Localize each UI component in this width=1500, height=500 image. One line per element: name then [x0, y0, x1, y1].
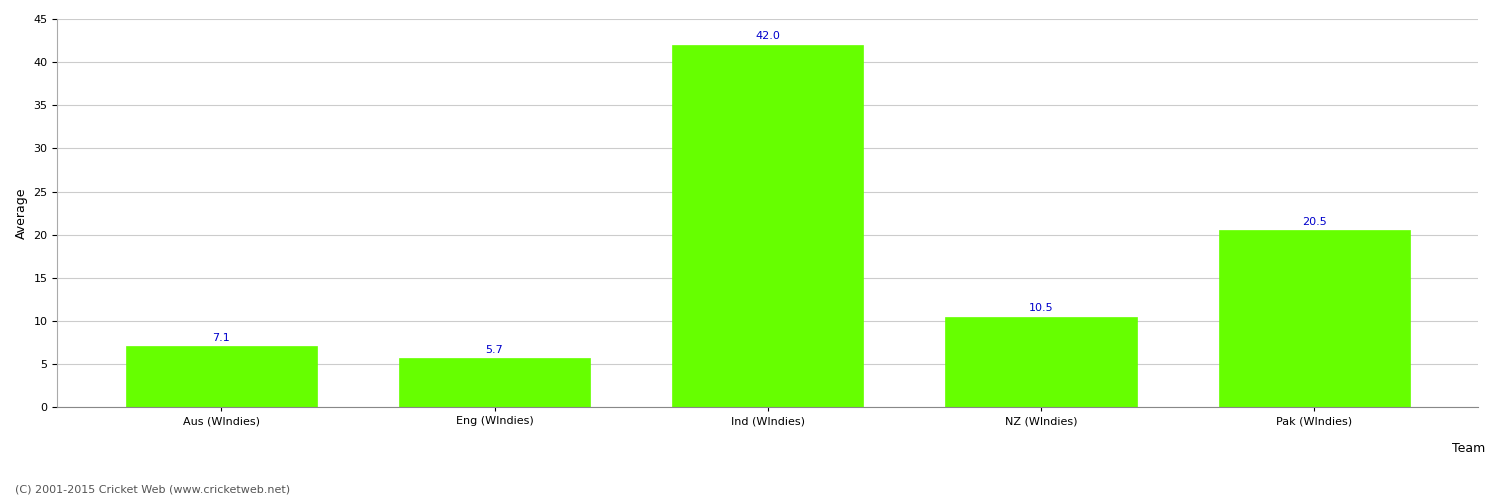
Bar	[1218, 230, 1410, 408]
Text: (C) 2001-2015 Cricket Web (www.cricketweb.net): (C) 2001-2015 Cricket Web (www.cricketwe…	[15, 485, 290, 495]
Text: 7.1: 7.1	[213, 332, 230, 342]
Y-axis label: Average: Average	[15, 188, 28, 239]
Bar	[126, 346, 316, 408]
Text: 5.7: 5.7	[486, 344, 504, 354]
Bar	[672, 45, 864, 408]
Text: 10.5: 10.5	[1029, 303, 1053, 313]
Bar	[399, 358, 590, 408]
Bar	[945, 316, 1137, 408]
Text: 20.5: 20.5	[1302, 217, 1326, 227]
Text: Team: Team	[1452, 442, 1485, 455]
Text: 42.0: 42.0	[756, 32, 780, 42]
